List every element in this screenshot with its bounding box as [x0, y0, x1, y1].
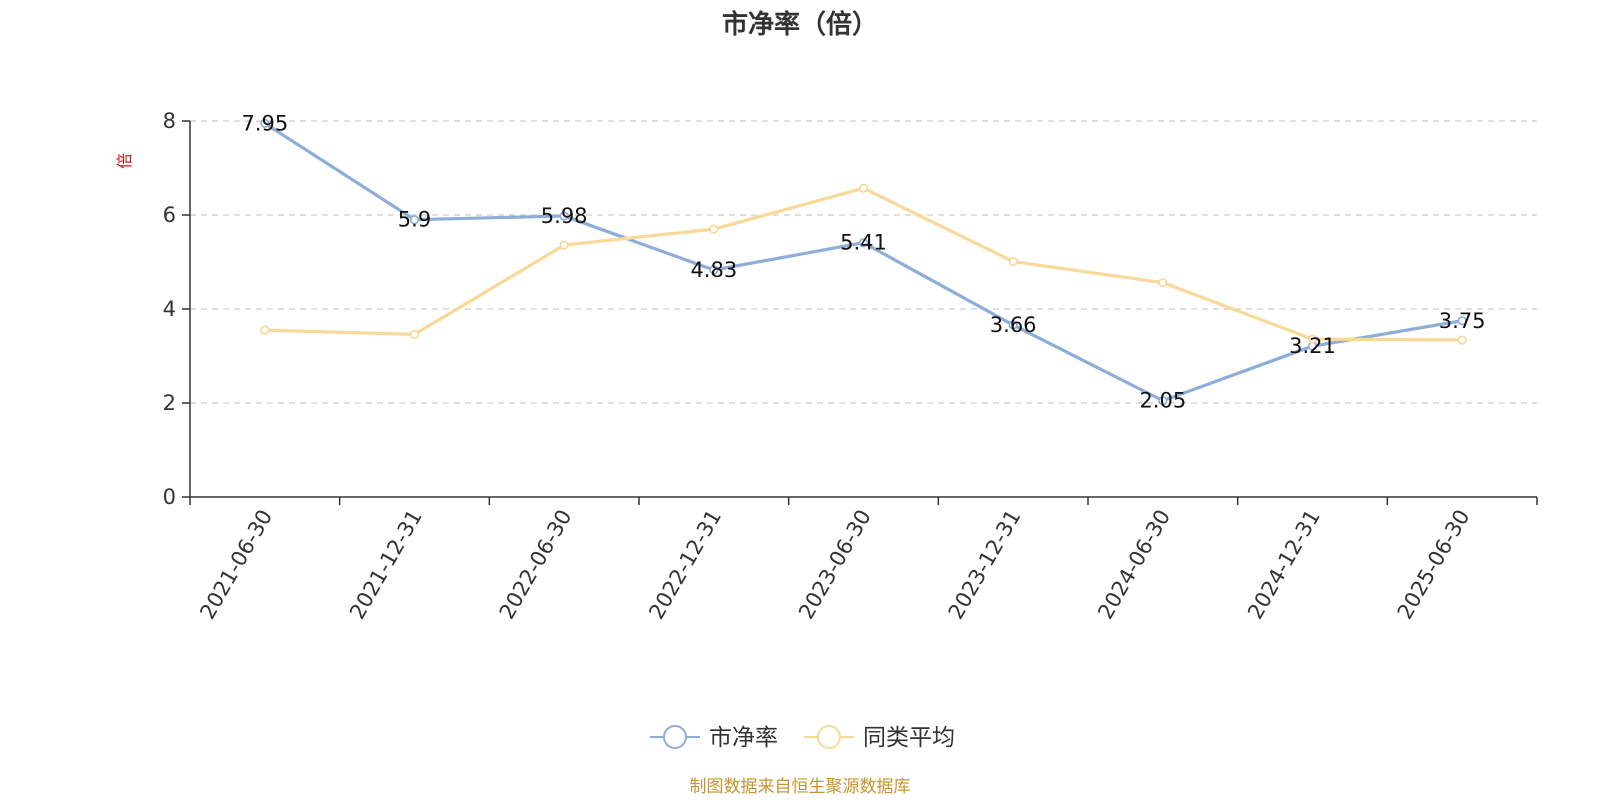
- data-label: 4.83: [690, 258, 737, 282]
- x-tick-label: 2022-12-31: [644, 506, 726, 624]
- y-tick-label: 8: [163, 109, 176, 133]
- legend-label: 同类平均: [863, 725, 955, 751]
- data-label: 5.41: [840, 231, 887, 255]
- data-point[interactable]: [260, 118, 270, 128]
- data-point[interactable]: [1008, 256, 1018, 267]
- data-label: 3.66: [990, 313, 1037, 337]
- legend-marker: [663, 725, 687, 749]
- x-tick-label: 2024-06-30: [1093, 506, 1175, 624]
- chart-title: 市净率（倍）: [722, 9, 878, 40]
- data-point[interactable]: [409, 215, 420, 225]
- data-label: 3.21: [1289, 334, 1336, 358]
- y-tick-label: 2: [163, 391, 176, 415]
- data-point[interactable]: [1457, 335, 1467, 345]
- y-tick-label: 4: [163, 297, 176, 321]
- data-point[interactable]: [559, 211, 569, 221]
- legend[interactable]: 市净率 同类平均: [650, 725, 955, 751]
- x-tick-label: 2023-12-31: [944, 506, 1026, 624]
- data-point[interactable]: [1008, 320, 1018, 330]
- data-point[interactable]: [858, 238, 869, 248]
- series-lines: [260, 118, 1467, 406]
- grid-lines: [190, 120, 1537, 404]
- data-point[interactable]: [260, 325, 270, 335]
- y-axis-unit-label: 倍: [115, 153, 134, 169]
- data-point[interactable]: [858, 183, 869, 193]
- legend-item[interactable]: 市净率: [650, 725, 778, 751]
- source-note: 制图数据来自恒生聚源数据库: [690, 777, 911, 797]
- x-tick-label: 2021-12-31: [345, 506, 427, 624]
- x-tick-label: 2022-06-30: [495, 506, 577, 624]
- data-label: 2.05: [1139, 389, 1186, 413]
- data-point[interactable]: [1307, 334, 1318, 344]
- data-point[interactable]: [1457, 316, 1467, 326]
- x-tick-label: 2023-06-30: [794, 506, 876, 624]
- y-tick-label: 6: [163, 203, 176, 227]
- x-tick-label: 2024-12-31: [1243, 506, 1325, 624]
- data-point[interactable]: [1158, 278, 1168, 288]
- data-point[interactable]: [709, 265, 719, 275]
- data-labels: 7.95 5.9 5.98 4.83 5.41 3.66 2.05 3.21 3.75: [241, 111, 1485, 412]
- data-label: 5.98: [541, 204, 588, 228]
- data-label: 7.95: [241, 111, 288, 135]
- series-line: [264, 186, 1463, 342]
- legend-label: 市净率: [709, 725, 778, 751]
- axes: 0 2 4 6 8 2021-06-30 2021-12-31 2022-06-30 2022-…: [163, 109, 1538, 624]
- data-label: 5.9: [398, 208, 431, 232]
- series-line: [263, 122, 1463, 403]
- data-label: 3.75: [1439, 309, 1486, 333]
- data-point[interactable]: [1158, 396, 1168, 406]
- x-tick-label: 2025-06-30: [1393, 506, 1475, 624]
- data-point[interactable]: [559, 240, 569, 250]
- legend-item[interactable]: 同类平均: [804, 725, 955, 751]
- y-tick-label: 0: [163, 485, 176, 509]
- data-point[interactable]: [409, 329, 420, 339]
- x-tick-label: 2021-06-30: [195, 506, 277, 624]
- data-point[interactable]: [709, 224, 719, 234]
- legend-marker: [817, 725, 841, 749]
